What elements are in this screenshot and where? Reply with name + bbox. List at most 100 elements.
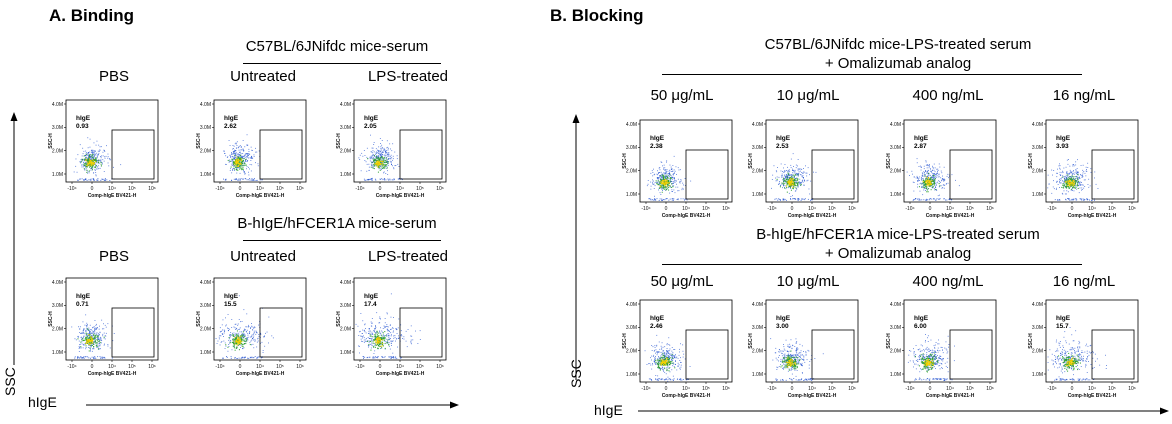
- flow-plot-svg: 4.0M 3.0M 2.0M 1.0M SSC-H -10⁴ 0 10⁴ 10⁵ 10⁶ Comp-…: [1028, 299, 1139, 399]
- x-tick-label: 10⁵: [416, 186, 424, 192]
- y-tick-label: 2.0M: [52, 148, 63, 154]
- y-axis-title: SSC-H: [48, 311, 54, 327]
- y-tick-label: 3.0M: [200, 303, 211, 309]
- panel-b-group2-rule: [662, 264, 1082, 265]
- x-axis-title: Comp-hIgE BV421-H: [662, 393, 711, 399]
- y-tick-label: 4.0M: [626, 122, 637, 128]
- flow-plot-svg: 4.0M 3.0M 2.0M 1.0M SSC-H -10⁴ 0 10⁴ 10⁵ 10⁶ Comp-…: [748, 119, 859, 219]
- y-tick-label: 1.0M: [52, 172, 63, 178]
- gate-percentage: 2.62: [224, 123, 237, 130]
- scatter-cells: [358, 134, 403, 181]
- hige-gate: [259, 129, 303, 180]
- x-tick-label: 0: [379, 186, 382, 192]
- x-axis-title: Comp-hIgE BV421-H: [788, 393, 837, 399]
- y-tick-label: 2.0M: [52, 326, 63, 332]
- panel-b-x-axis-label: hIgE: [594, 402, 623, 418]
- y-tick-label: 3.0M: [340, 303, 351, 309]
- y-tick-label: 2.0M: [200, 326, 211, 332]
- x-tick-label: 0: [91, 364, 94, 370]
- x-tick-label: 10⁵: [1108, 206, 1116, 212]
- flow-plot: 4.0M 3.0M 2.0M 1.0M SSC-H -10⁴ 0 10⁴ 10⁵ 10⁶ Comp-…: [38, 94, 166, 204]
- gate-name: hIgE: [776, 135, 791, 142]
- plot-label: LPS-treated: [367, 248, 449, 265]
- x-tick-label: 10⁴: [1088, 386, 1096, 392]
- y-tick-label: 4.0M: [626, 302, 637, 308]
- y-tick-label: 1.0M: [1032, 372, 1043, 378]
- y-tick-label: 3.0M: [626, 325, 637, 331]
- gate-name: hIgE: [650, 315, 665, 322]
- plot-label: 16 ng/mL: [1052, 87, 1116, 104]
- x-tick-label: 10⁶: [722, 206, 730, 212]
- flow-plot: 4.0M 3.0M 2.0M 1.0M SSC-H -10⁴ 0 10⁴ 10⁵ 10⁶ Comp-…: [876, 294, 1004, 404]
- flow-plot-svg: 4.0M 3.0M 2.0M 1.0M SSC-H -10⁴ 0 10⁴ 10⁵ 10⁶ Comp-…: [336, 99, 447, 199]
- y-axis-title: SSC-H: [886, 333, 892, 349]
- plot-label: 50 μg/mL: [650, 273, 714, 290]
- flow-plot: 4.0M 3.0M 2.0M 1.0M SSC-H -10⁴ 0 10⁴ 10⁵ 10⁶ Comp-…: [1018, 294, 1146, 404]
- y-tick-label: 4.0M: [752, 122, 763, 128]
- y-tick-label: 2.0M: [752, 348, 763, 354]
- hige-gate: [685, 329, 729, 380]
- scatter-cells: [771, 153, 817, 201]
- plot-label: LPS-treated: [367, 68, 449, 85]
- gate-name: hIgE: [650, 135, 665, 142]
- x-tick-label: 10⁴: [108, 364, 116, 370]
- x-tick-label: 10⁶: [296, 186, 304, 192]
- x-tick-label: -10⁴: [355, 186, 364, 192]
- y-axis-title: SSC-H: [336, 133, 342, 149]
- flow-plot: 4.0M 3.0M 2.0M 1.0M SSC-H -10⁴ 0 10⁴ 10⁵ 10⁶ Comp-…: [876, 114, 1004, 224]
- scatter-cells: [906, 158, 960, 201]
- scatter-cells: [1047, 327, 1107, 381]
- plot-label: Untreated: [230, 248, 296, 265]
- scatter-cells: [907, 334, 955, 381]
- panel-b-group1-rule: [662, 74, 1082, 75]
- x-tick-label: 10⁴: [396, 364, 404, 370]
- x-tick-label: 10⁴: [396, 186, 404, 192]
- x-tick-label: 10⁵: [966, 386, 974, 392]
- x-tick-label: 10⁵: [276, 186, 284, 192]
- gate-name: hIgE: [76, 293, 91, 300]
- x-axis-title: Comp-hIgE BV421-H: [926, 393, 975, 399]
- x-axis-title: Comp-hIgE BV421-H: [376, 371, 425, 377]
- x-tick-label: -10⁴: [641, 206, 650, 212]
- hige-gate: [949, 329, 993, 380]
- y-tick-label: 2.0M: [1032, 348, 1043, 354]
- hige-gate: [1091, 149, 1135, 200]
- y-tick-label: 3.0M: [626, 145, 637, 151]
- x-tick-label: 0: [665, 206, 668, 212]
- gate-percentage: 0.71: [76, 301, 89, 308]
- hige-gate: [399, 129, 443, 180]
- flow-plot: 4.0M 3.0M 2.0M 1.0M SSC-H -10⁴ 0 10⁴ 10⁵ 10⁶ Comp-…: [186, 94, 314, 204]
- x-tick-label: -10⁴: [767, 386, 776, 392]
- gate-percentage: 6.00: [914, 323, 927, 330]
- y-axis-title: SSC-H: [1028, 333, 1034, 349]
- x-tick-label: 10⁵: [276, 364, 284, 370]
- y-axis-title: SSC-H: [336, 311, 342, 327]
- scatter-cells: [1047, 159, 1099, 201]
- y-tick-label: 3.0M: [200, 125, 211, 131]
- y-tick-label: 1.0M: [752, 372, 763, 378]
- panel-a-x-axis-label: hIgE: [28, 394, 57, 410]
- x-axis-title: Comp-hIgE BV421-H: [662, 213, 711, 219]
- y-tick-label: 1.0M: [752, 192, 763, 198]
- x-axis-title: Comp-hIgE BV421-H: [926, 213, 975, 219]
- y-tick-label: 3.0M: [890, 325, 901, 331]
- flow-plot-svg: 4.0M 3.0M 2.0M 1.0M SSC-H -10⁴ 0 10⁴ 10⁵ 10⁶ Comp-…: [748, 299, 859, 399]
- gate-name: hIgE: [364, 293, 379, 300]
- y-tick-label: 4.0M: [1032, 122, 1043, 128]
- x-tick-label: -10⁴: [67, 364, 76, 370]
- x-tick-label: -10⁴: [641, 386, 650, 392]
- scatter-cells: [223, 134, 263, 181]
- gate-percentage: 17.4: [364, 301, 377, 308]
- x-axis-title: Comp-hIgE BV421-H: [236, 371, 285, 377]
- x-axis-title: Comp-hIgE BV421-H: [236, 193, 285, 199]
- scatter-cells: [644, 334, 691, 382]
- y-tick-label: 3.0M: [340, 125, 351, 131]
- hige-gate: [259, 307, 303, 358]
- y-tick-label: 4.0M: [890, 122, 901, 128]
- x-tick-label: 10⁵: [128, 186, 136, 192]
- x-axis-title: Comp-hIgE BV421-H: [88, 371, 137, 377]
- panel-b-group2-title: B-hIgE/hFCER1A mice-LPS-treated serum: [756, 226, 1040, 243]
- hige-gate: [685, 149, 729, 200]
- flow-plot: 4.0M 3.0M 2.0M 1.0M SSC-H -10⁴ 0 10⁴ 10⁵ 10⁶ Comp-…: [38, 272, 166, 382]
- x-tick-label: 10⁴: [682, 206, 690, 212]
